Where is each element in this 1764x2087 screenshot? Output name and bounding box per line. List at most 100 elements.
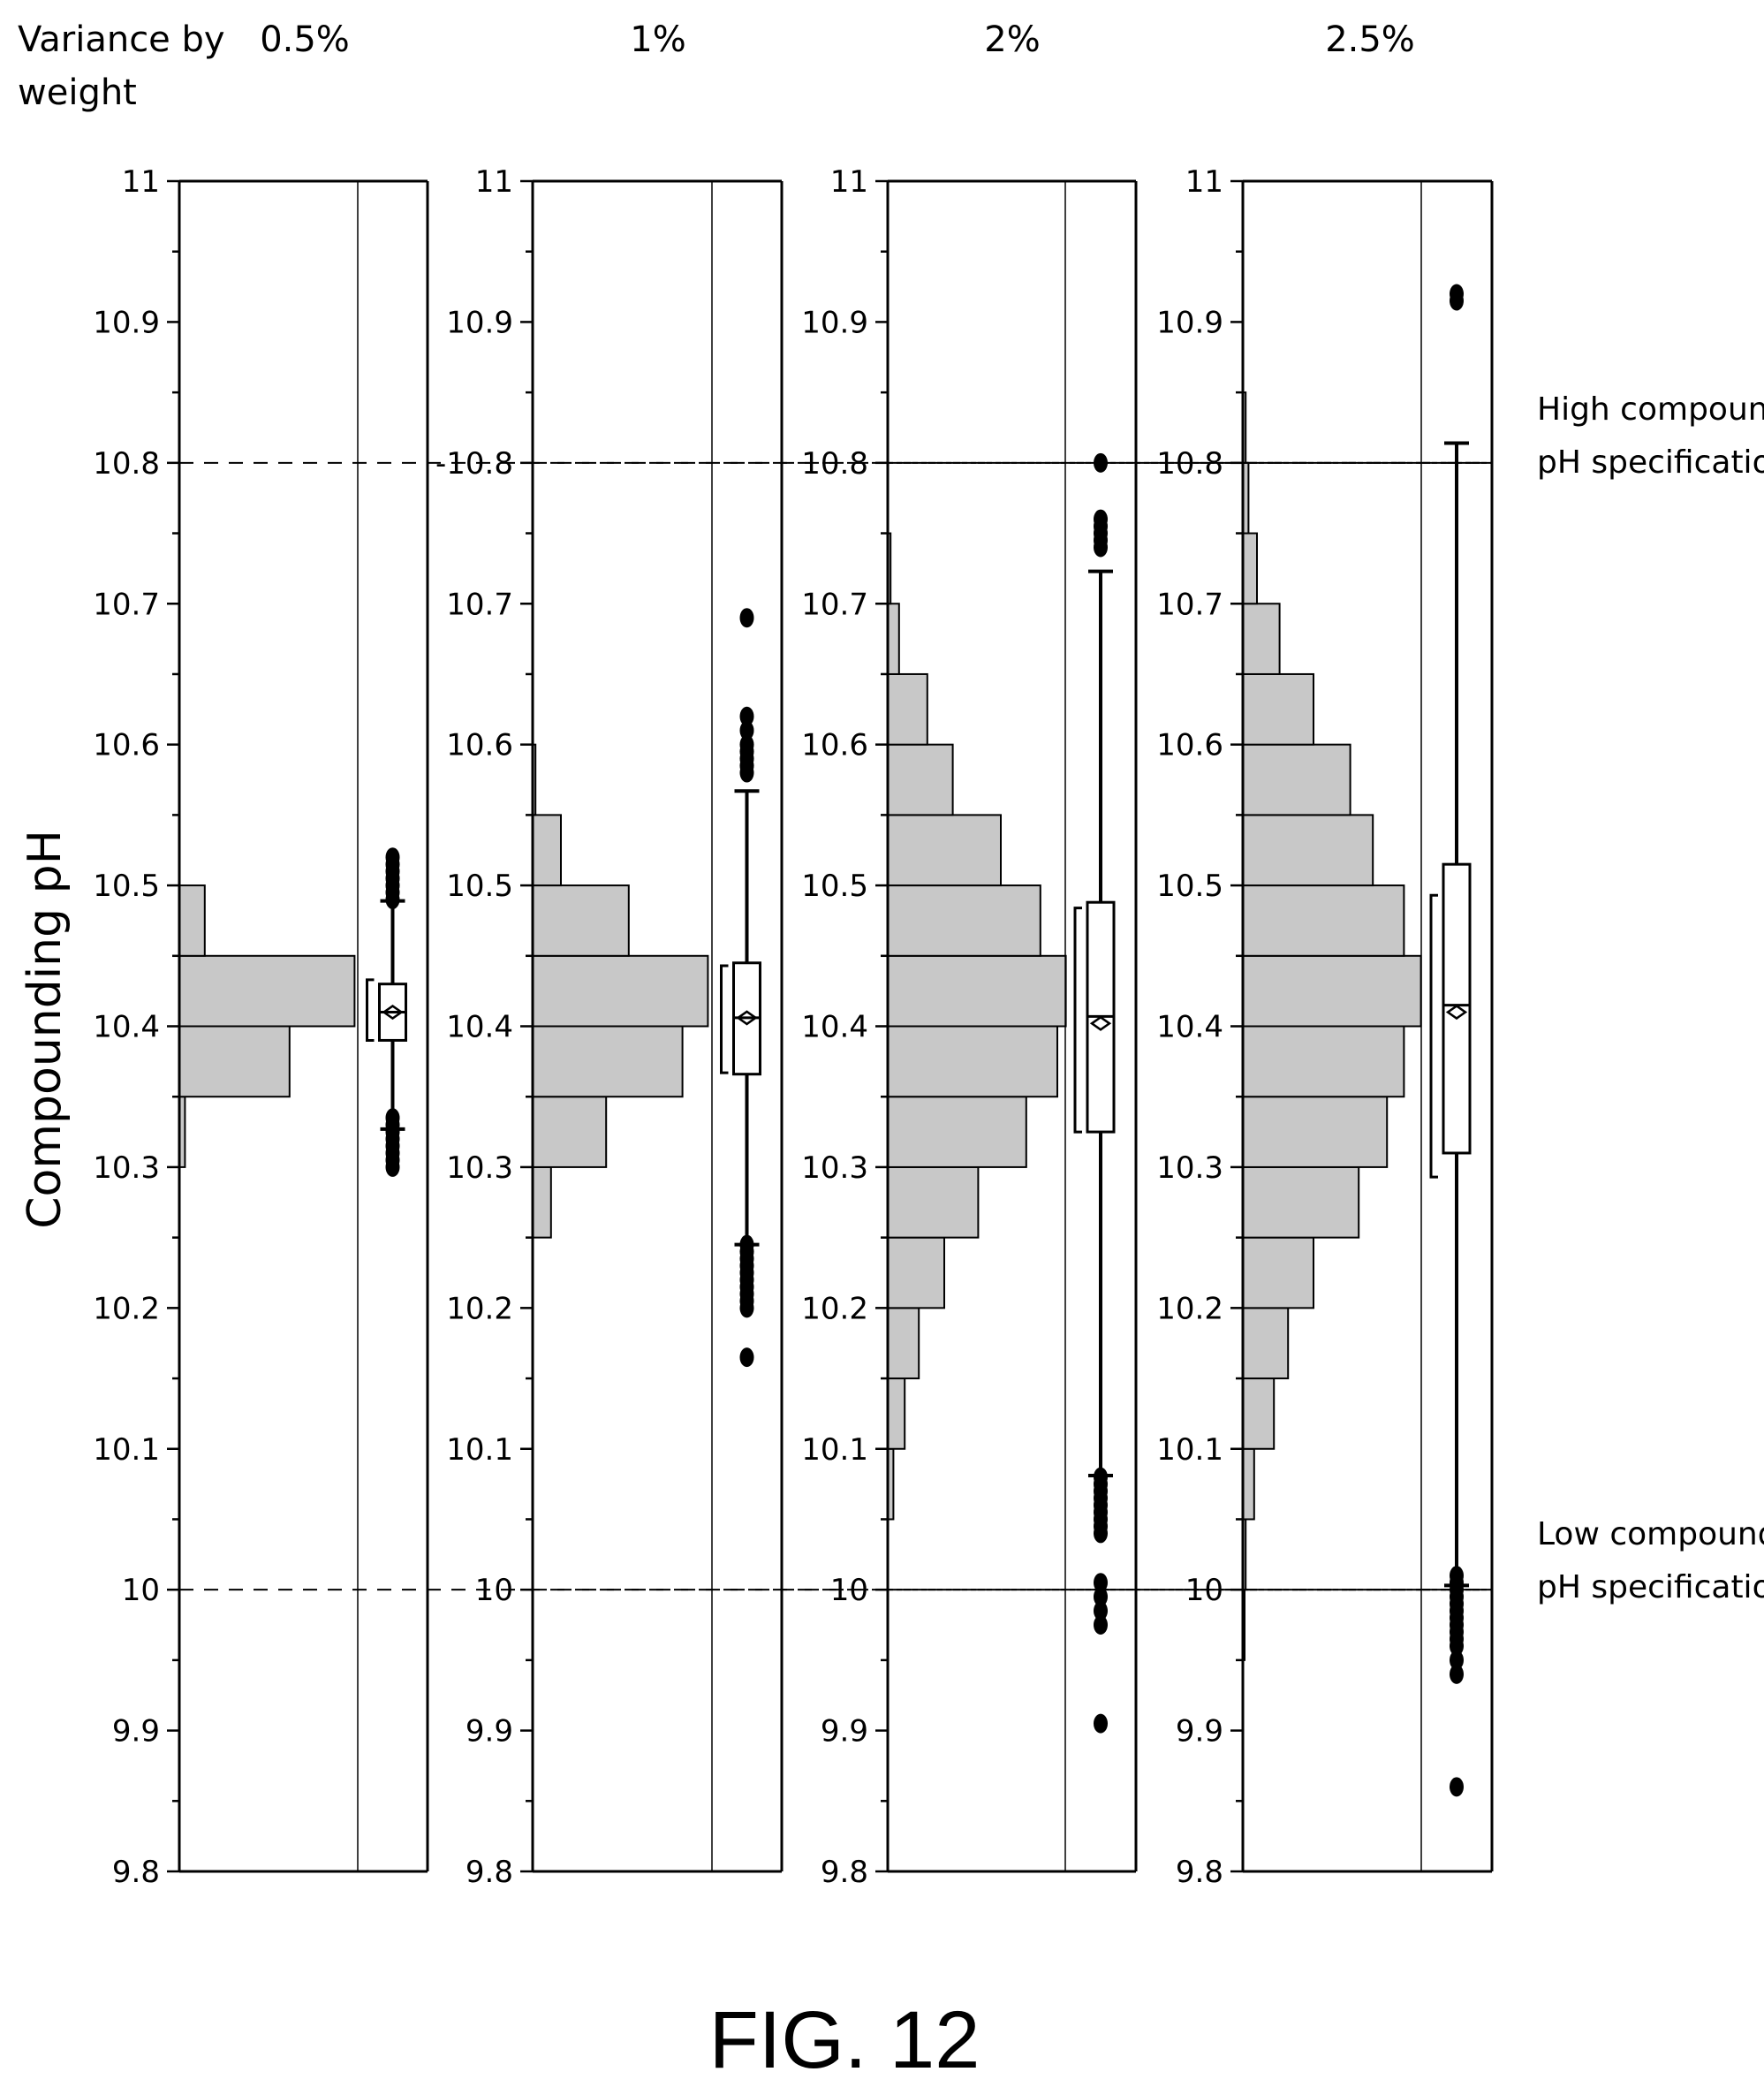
histogram-bar — [1242, 1096, 1389, 1168]
y-tick-label: 10.3 — [446, 1150, 513, 1186]
box-bracket — [366, 978, 375, 1042]
mean-diamond — [382, 1005, 404, 1021]
panel-title: 0.5% — [260, 19, 350, 60]
y-tick-label: 10.6 — [93, 728, 160, 763]
y-tick-label: 9.9 — [1176, 1714, 1223, 1749]
histogram-bar — [532, 814, 562, 887]
y-axis-label: Compounding pH — [19, 830, 72, 1229]
panels-group: 0.5% 11 10.9 10.8 10.7 10.6 10.5 10.4 10.3 10.2 10… — [93, 19, 1494, 1890]
y-tick-label: 9.9 — [466, 1714, 513, 1749]
y-tick-label: 10.7 — [801, 587, 868, 622]
panel-title: 1% — [630, 19, 685, 60]
y-tick-label: 10.3 — [801, 1150, 868, 1186]
y-tick-label: 10 — [475, 1573, 513, 1608]
y-tick-label: 10.2 — [1156, 1291, 1223, 1326]
y-tick-label: 10.7 — [1156, 587, 1223, 622]
outlier-point — [739, 734, 754, 755]
box-bracket — [1429, 893, 1438, 1179]
histogram-bar — [1242, 954, 1422, 1028]
y-tick-label: 10.4 — [1156, 1010, 1223, 1045]
y-tick-label: 10.5 — [1156, 869, 1223, 904]
y-tick-label: 10.7 — [93, 587, 160, 622]
y-tick-label: 11 — [1185, 164, 1223, 200]
y-tick-label: 10.1 — [93, 1432, 160, 1468]
histogram-bar — [887, 814, 1002, 887]
y-tick-label: 10.4 — [93, 1010, 160, 1045]
y-tick-label: 10 — [830, 1573, 868, 1608]
y-tick-label: 10.5 — [446, 869, 513, 904]
y-tick-label: 10.4 — [446, 1010, 513, 1045]
histogram-bar — [887, 743, 954, 816]
histogram-bar — [532, 1096, 608, 1168]
histogram-bar — [887, 954, 1067, 1028]
outlier-point — [739, 1347, 754, 1368]
histogram-bar — [887, 603, 900, 675]
y-tick-label: 9.8 — [1176, 1855, 1223, 1890]
y-tick-label: 9.8 — [466, 1855, 513, 1890]
y-tick-label: 11 — [475, 164, 513, 200]
y-tick-label: 10.1 — [801, 1432, 868, 1468]
y-tick-label: 10.6 — [446, 728, 513, 763]
figure-caption: FIG. 12 — [709, 1995, 980, 2085]
high-spec-label-line1: High compounding — [1537, 391, 1764, 428]
histogram-bar — [532, 1165, 552, 1239]
variance-label-line1: Variance by — [18, 19, 225, 60]
outlier-point — [385, 1108, 400, 1128]
outlier-point — [1094, 1467, 1108, 1487]
outlier-point — [1094, 1601, 1108, 1621]
panel-title: 2.5% — [1325, 19, 1415, 60]
y-tick-label: 10.4 — [801, 1010, 868, 1045]
panel-2: 1% 11 10.9 -10.8 10.7 10.6 10.5 10.4 10.3 10.2 10.… — [435, 19, 1493, 1890]
y-tick-label: 10.1 — [446, 1432, 513, 1468]
y-tick-label: 10.8 — [93, 446, 160, 482]
y-tick-label: 10.3 — [93, 1150, 160, 1186]
outlier-point — [739, 1234, 754, 1255]
outlier-point — [739, 608, 754, 628]
histogram-bar — [1242, 603, 1281, 675]
outlier-point — [1450, 284, 1464, 304]
outlier-point — [1094, 1615, 1108, 1635]
histogram-bar — [887, 1096, 1027, 1168]
histogram-bar — [887, 1025, 1058, 1098]
y-tick-label: 10.9 — [1156, 305, 1223, 340]
y-tick-label: 11 — [122, 164, 160, 200]
histogram-bar — [1242, 1025, 1405, 1098]
histogram-bar — [887, 1307, 920, 1380]
low-spec-label-line1: Low compounding — [1537, 1516, 1764, 1552]
y-tick-label: 10.9 — [93, 305, 160, 340]
y-tick-label: 10.6 — [801, 728, 868, 763]
panel-3: 2% 11 10.9 10.8 10.7 10.6 10.5 10.4 10.3 10.2 10.1… — [801, 19, 1493, 1890]
y-tick-label: 10.5 — [801, 869, 868, 904]
outlier-point — [1450, 1566, 1464, 1586]
box-iqr — [1442, 862, 1472, 1155]
outlier-point — [1094, 1573, 1108, 1593]
y-tick-label: 10.7 — [446, 587, 513, 622]
outlier-point — [1450, 1650, 1464, 1670]
mean-diamond — [736, 1010, 758, 1026]
histogram-bar — [1242, 1377, 1276, 1450]
box-bracket — [720, 964, 729, 1074]
panel-title: 2% — [984, 19, 1040, 60]
histogram-bar — [532, 1025, 684, 1098]
mean-diamond — [1089, 1015, 1112, 1031]
y-tick-label: 10.9 — [446, 305, 513, 340]
outlier-point — [1094, 509, 1108, 529]
outlier-point — [739, 720, 754, 740]
outlier-point — [1094, 452, 1108, 473]
y-tick-label: 10 — [122, 1573, 160, 1608]
y-tick-label: 11 — [830, 164, 868, 200]
low-spec-label-line2: pH specification — [1537, 1569, 1764, 1605]
histogram-bar — [887, 672, 928, 746]
histogram-bar — [178, 954, 356, 1028]
histogram-bar — [1242, 884, 1405, 957]
histogram-bar — [1242, 672, 1314, 746]
y-tick-label: 9.9 — [821, 1714, 868, 1749]
y-tick-label: 10.8 — [1156, 446, 1223, 482]
y-tick-label: 10.5 — [93, 869, 160, 904]
outlier-point — [739, 706, 754, 726]
y-tick-label: 10.6 — [1156, 728, 1223, 763]
variance-label-line2: weight — [18, 72, 137, 113]
panel-4: 2.5% 11 10.9 10.8 10.7 10.6 10.5 10.4 10.3 10.2 10… — [1156, 19, 1494, 1890]
mean-diamond — [1445, 1005, 1468, 1021]
